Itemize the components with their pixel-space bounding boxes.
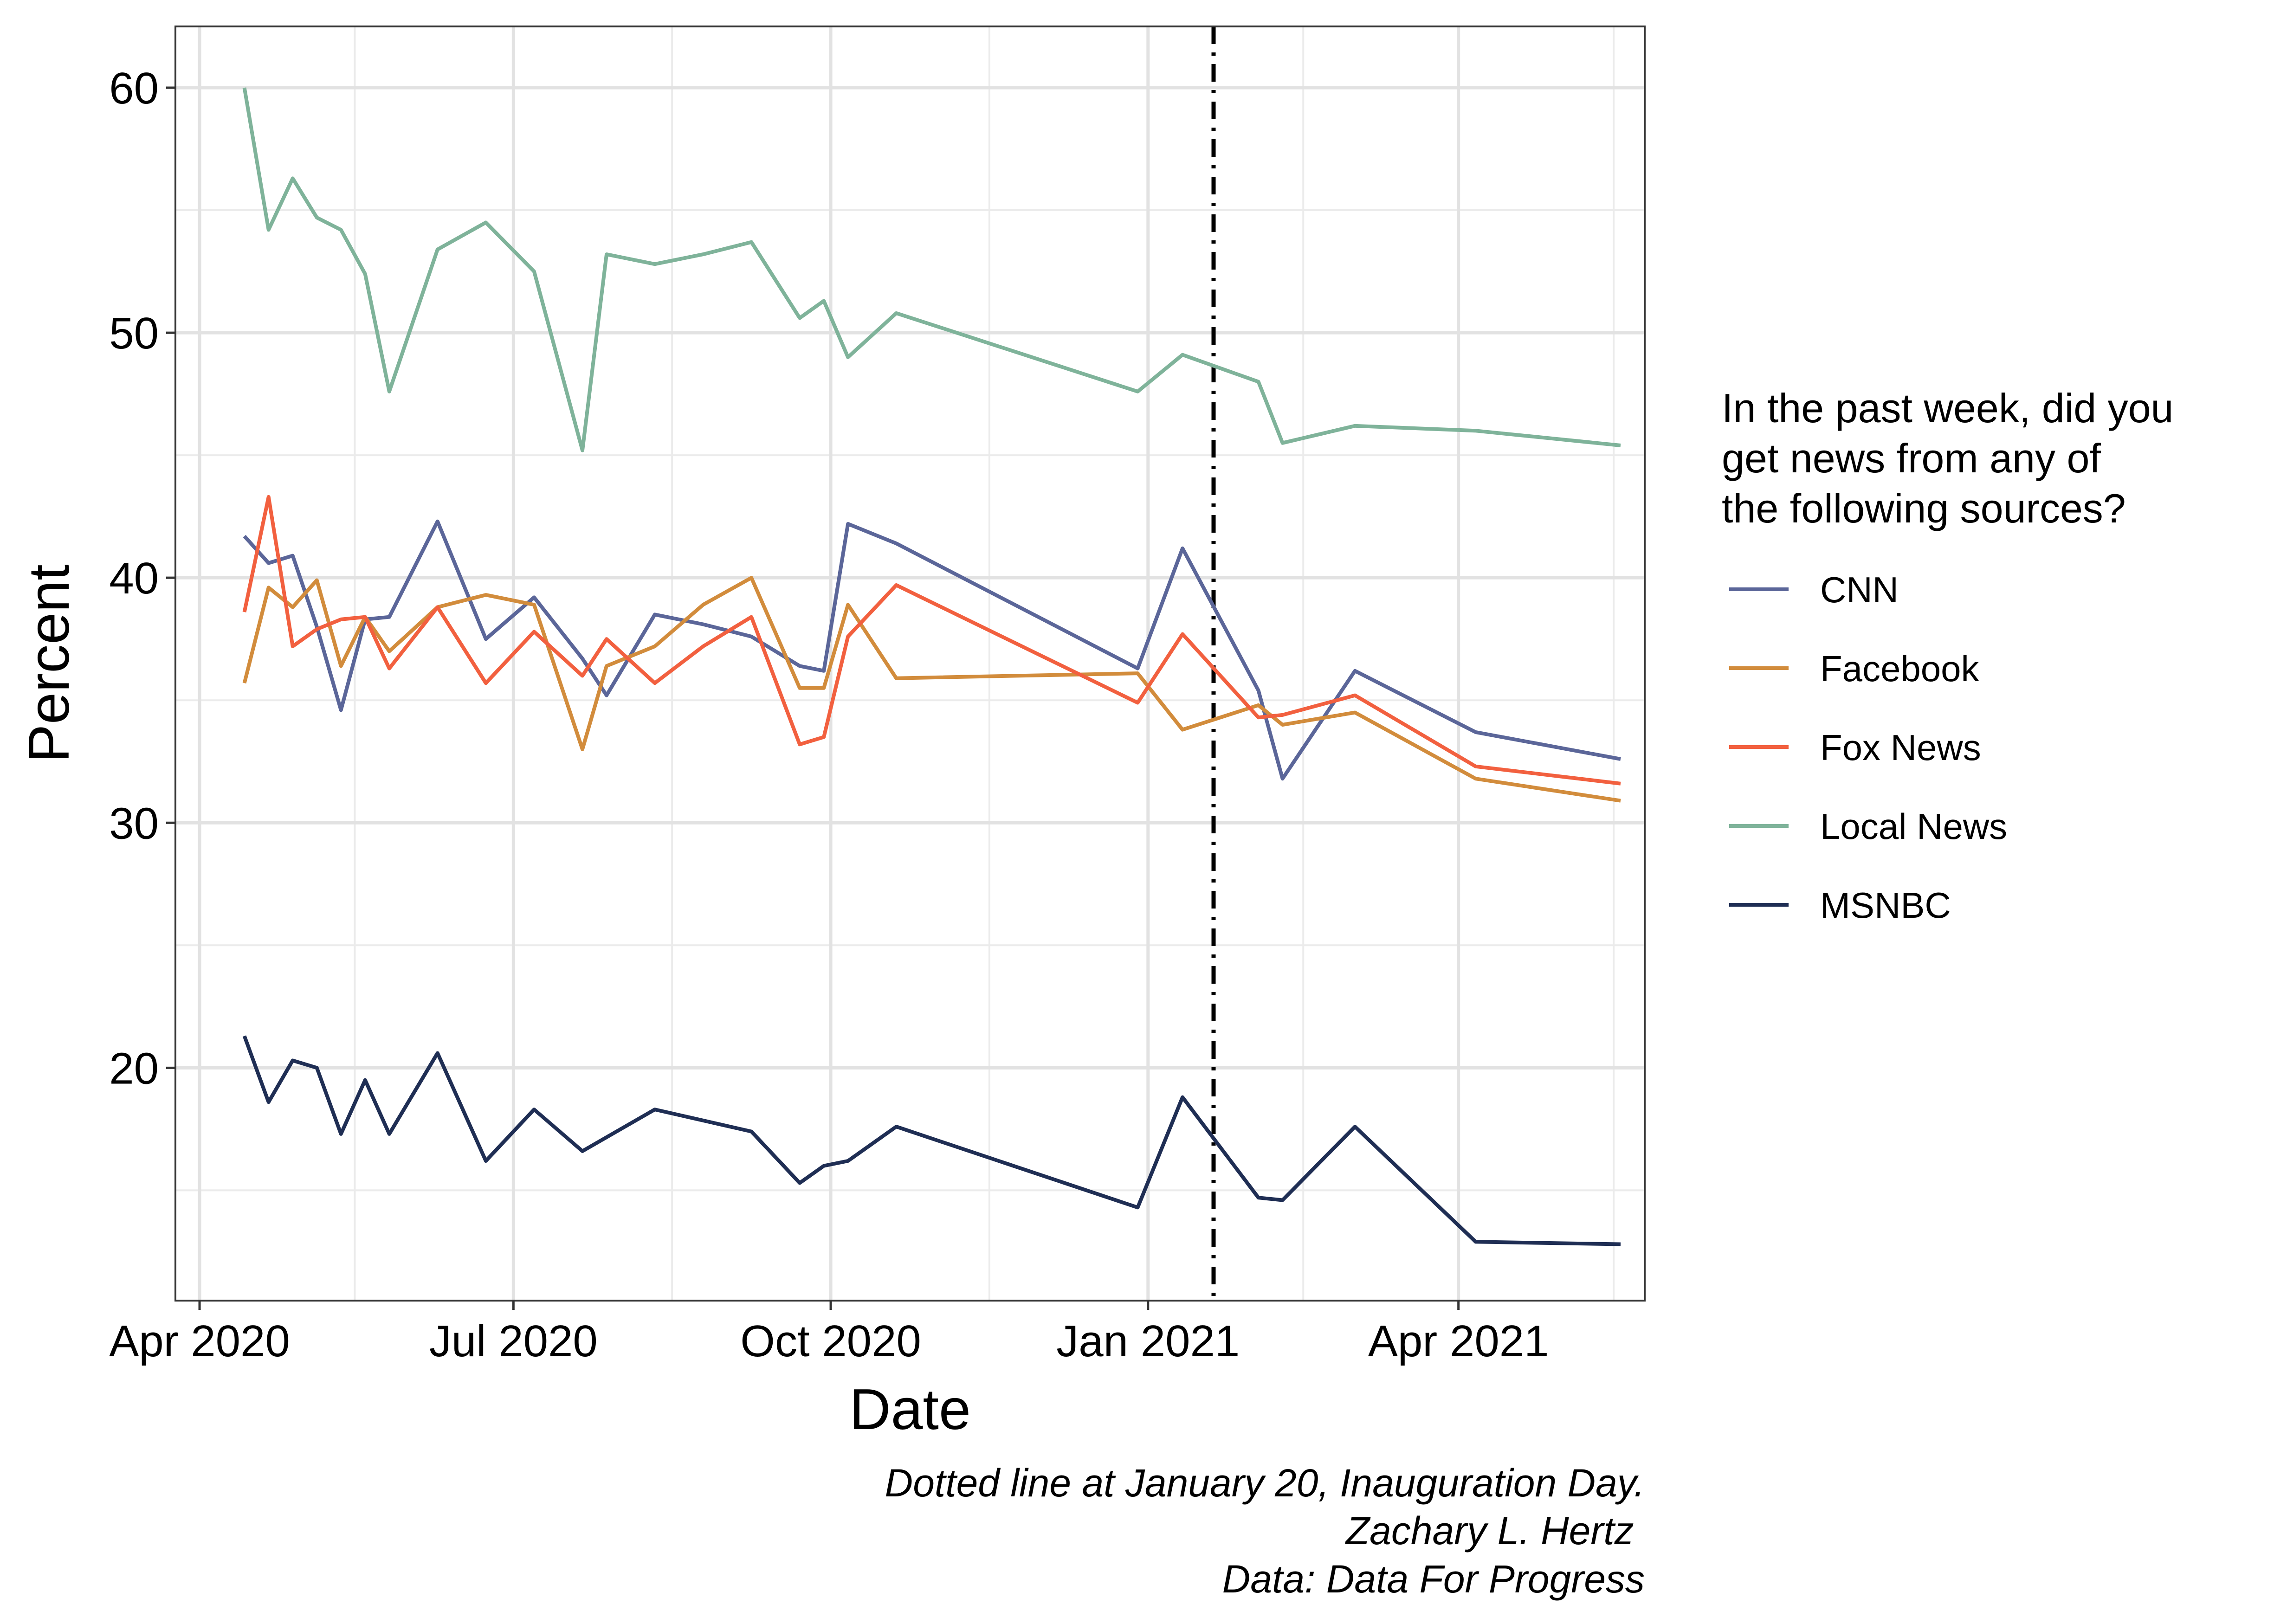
plot-border (174, 26, 1646, 1302)
legend-label-cnn: CNN (1820, 569, 1899, 610)
caption-line-2: Zachary L. Hertz (1345, 1509, 1645, 1553)
grid (175, 26, 1645, 1301)
plot-panel (175, 26, 1645, 1301)
series-group (242, 87, 1621, 1246)
legend-items: CNN Facebook Fox News Local News MSNBC (1729, 569, 2007, 926)
x-tick-label: Apr 2020 (109, 1316, 290, 1366)
legend-label-fox-news: Fox News (1820, 727, 1981, 768)
y-tick-label: 60 (109, 64, 159, 113)
y-tick-label: 20 (109, 1044, 159, 1093)
caption-line-3: Data: Data For Progress (1222, 1557, 1645, 1601)
legend: In the past week, did you get news from … (1722, 385, 2185, 926)
y-tick-label: 40 (109, 554, 159, 603)
series-line-msnbc (242, 1035, 1621, 1246)
x-tick-label: Apr 2021 (1368, 1316, 1549, 1366)
legend-title: In the past week, did you get news from … (1722, 385, 2185, 531)
series-line-fox-news (242, 495, 1621, 786)
y-axis-title: Percent (17, 564, 81, 762)
caption: Dotted line at January 20, Inauguration … (885, 1461, 1645, 1601)
caption-line-1: Dotted line at January 20, Inauguration … (885, 1461, 1645, 1505)
legend-label-facebook: Facebook (1820, 648, 1980, 689)
x-axis-title: Date (849, 1378, 971, 1442)
y-tick-label: 30 (109, 799, 159, 848)
x-tick-label: Jul 2020 (429, 1316, 598, 1366)
y-tick-label: 50 (109, 309, 159, 358)
legend-label-local-news: Local News (1820, 806, 2007, 847)
axes: 20 30 40 50 60 Apr 2020 Jul 2020 Oct 2020 Jan 20… (109, 64, 1549, 1366)
legend-label-msnbc: MSNBC (1820, 885, 1951, 926)
series-line-facebook (242, 576, 1621, 803)
x-tick-label: Jan 2021 (1056, 1316, 1240, 1366)
series-line-local-news (242, 87, 1621, 452)
x-tick-label: Oct 2020 (740, 1316, 921, 1366)
series-line-cnn (243, 519, 1621, 781)
